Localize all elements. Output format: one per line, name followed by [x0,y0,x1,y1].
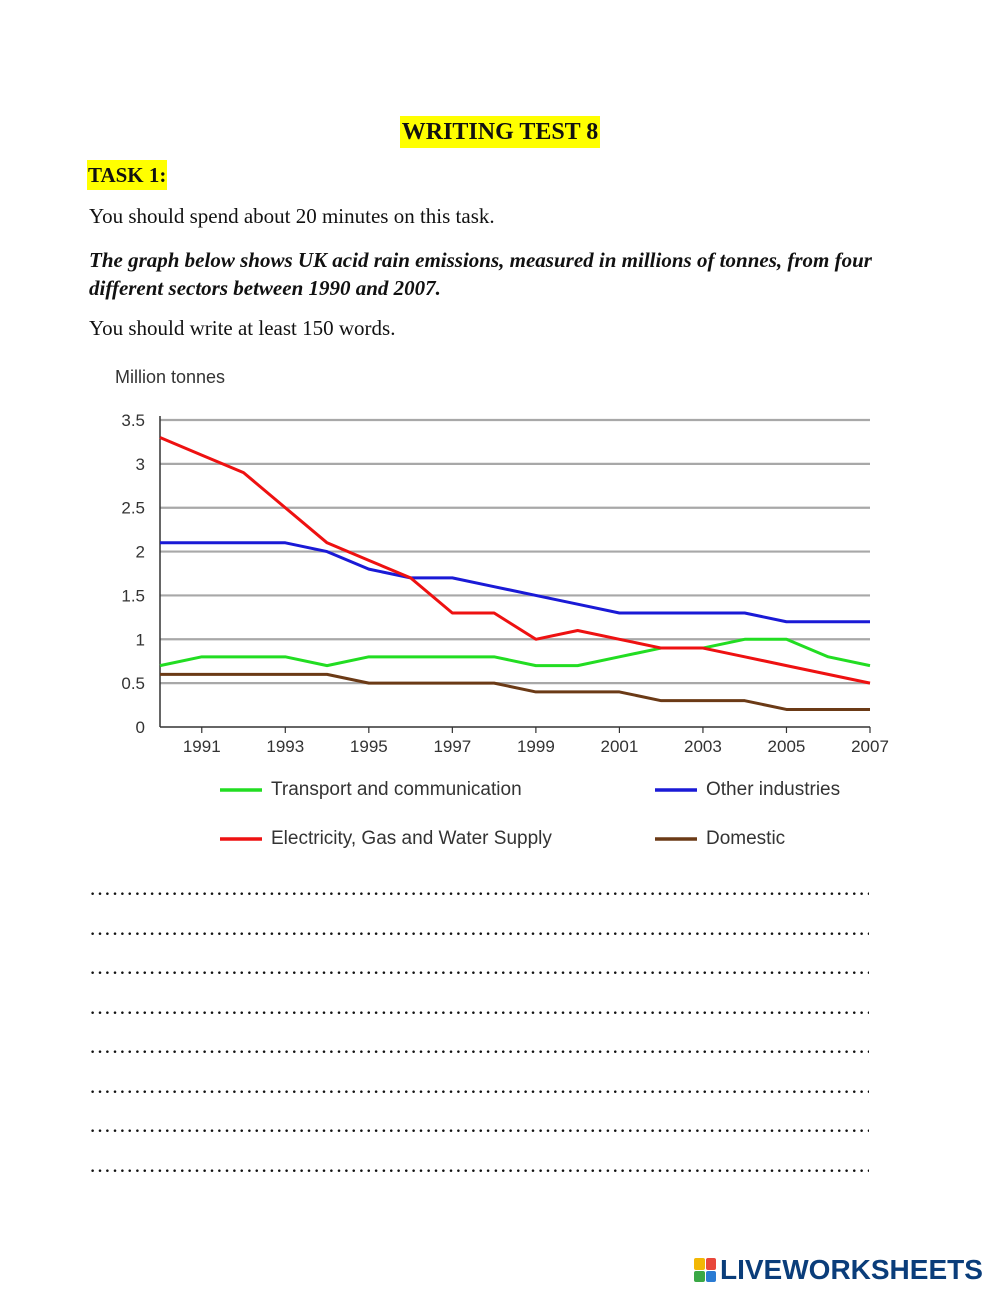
x-tick-label: 2003 [684,737,722,756]
time-instruction: You should spend about 20 minutes on thi… [89,204,495,228]
worksheet-title: WRITING TEST 8 [399,116,601,148]
legend-label: Other industries [706,779,840,800]
legend-label: Domestic [706,828,785,849]
x-tick-label: 1997 [433,737,471,756]
answer-line[interactable]: …………………………………………………………………………………………………………… [89,1072,869,1098]
y-tick-label: 3 [136,455,145,474]
legend-label: Transport and communication [271,779,522,800]
chart-series [159,436,871,711]
answer-line[interactable]: …………………………………………………………………………………………………………… [89,1151,869,1177]
answer-line[interactable]: …………………………………………………………………………………………………………… [89,954,869,979]
x-tick-label: 2005 [768,737,806,756]
liveworksheets-logo: LIVEWORKSHEETS [694,1252,983,1288]
y-tick-label: 1 [136,630,145,649]
word-count-instruction: You should write at least 150 words. [89,316,396,340]
y-tick-label: 3.5 [121,411,145,430]
y-tick-label: 0 [136,718,145,737]
y-tick-label: 2.5 [121,499,145,518]
chart-grid [159,416,870,728]
series-line-transport-and-communication [159,637,871,668]
x-tick-label: 1999 [517,737,555,756]
legend-label: Electricity, Gas and Water Supply [271,828,552,849]
x-tick-label: 1991 [183,737,221,756]
answer-line[interactable]: …………………………………………………………………………………………………………… [89,875,869,900]
x-tick-label: 2001 [600,737,638,756]
x-tick-labels: 1991 1993 1995 1997 1999 2001 2003 2005 2007 [183,727,889,756]
x-tick-label: 1993 [266,737,304,756]
y-axis-label: Million tonnes [115,367,225,387]
answer-line[interactable]: …………………………………………………………………………………………………………… [89,1033,869,1058]
answer-lines: …………………………………………………………………………………………………………… [89,868,869,1184]
answer-line[interactable]: …………………………………………………………………………………………………………… [89,1112,869,1137]
y-tick-label: 0.5 [121,674,145,693]
series-line-other-industries [160,541,870,624]
answer-line[interactable]: …………………………………………………………………………………………………………… [89,914,869,940]
y-tick-labels: 0 0.5 1 1.5 2 2.5 3 3.5 [121,411,145,737]
y-tick-label: 1.5 [121,586,145,605]
emissions-line-chart: Million tonnes 0 0.5 1 1.5 2 2.5 3 3.5 1991 1993… [115,367,889,849]
chart-legend: Transport and communication Other industr… [220,779,840,849]
x-tick-label: 1995 [350,737,388,756]
y-tick-label: 2 [136,543,145,562]
task-label: TASK 1: [87,160,168,190]
series-line-electricity-gas-and-water-supply [159,436,871,685]
answer-line[interactable]: …………………………………………………………………………………………………………… [89,993,869,1019]
task-prompt: The graph below shows UK acid rain emiss… [89,248,872,300]
x-tick-label: 2007 [851,737,889,756]
title-wrapper: WRITING TEST 8 [0,116,1000,148]
logo-icon [694,1258,716,1282]
series-line-domestic [160,672,870,711]
logo-wordmark: LIVEWORKSHEETS [720,1254,983,1285]
